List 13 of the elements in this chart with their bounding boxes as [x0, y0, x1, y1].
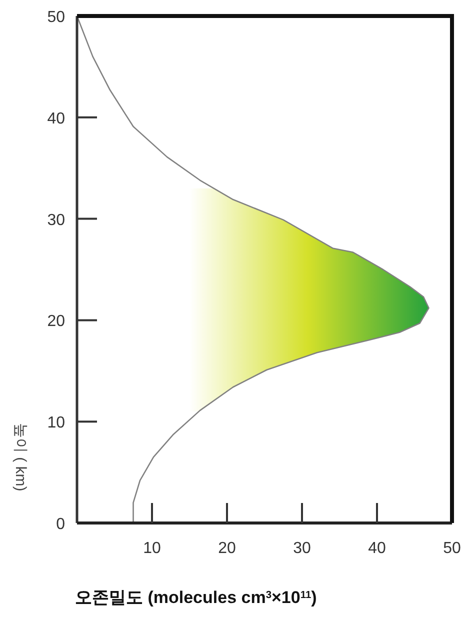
y-tick-label: 20: [47, 313, 66, 330]
y-axis-title: 높이 ( km): [12, 422, 29, 492]
y-tick-label: 30: [47, 212, 66, 229]
y-tick-label: 0: [56, 516, 66, 533]
x-tick-label: 50: [443, 540, 461, 557]
x-tick-label: 20: [218, 540, 236, 557]
x-tick-label: 30: [293, 540, 311, 557]
x-tick-label: 40: [368, 540, 386, 557]
y-tick-label: 50: [47, 9, 66, 26]
y-tick-label: 40: [47, 110, 66, 128]
x-axis-title: 오존밀도 (molecules cm$^{3}$×10$^{11}$): [75, 588, 317, 607]
x-tick-label: 10: [143, 540, 161, 557]
y-tick-label: 10: [47, 414, 66, 432]
